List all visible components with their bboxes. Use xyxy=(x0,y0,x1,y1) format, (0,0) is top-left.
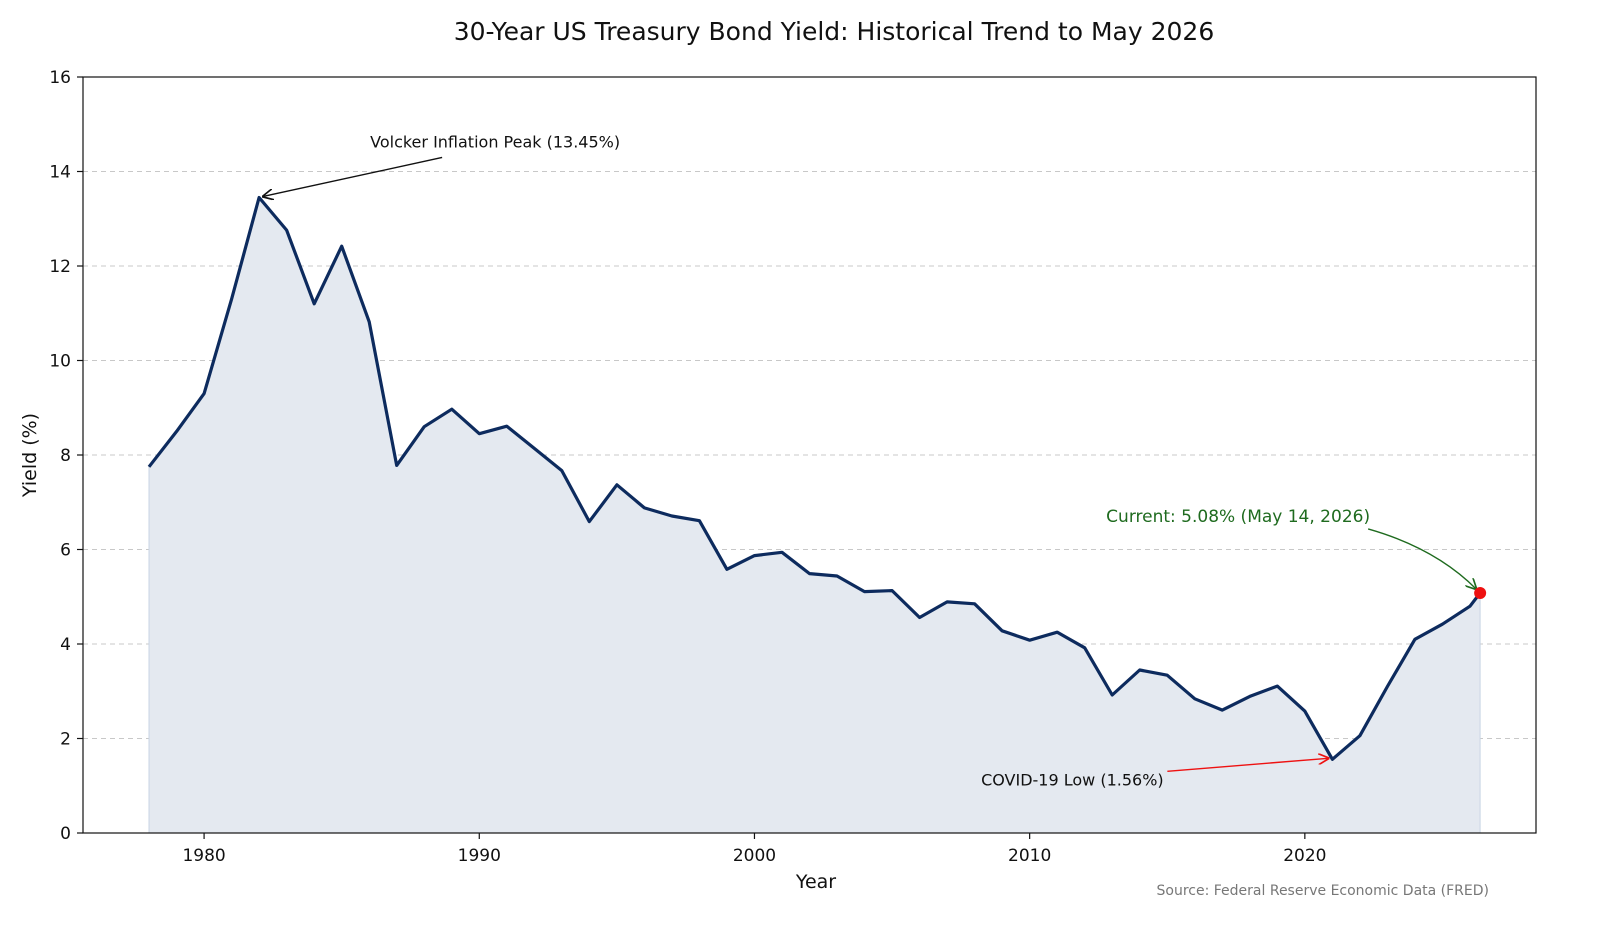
yield-line xyxy=(147,195,1482,761)
y-tick-label: 12 xyxy=(49,257,71,277)
covid-annotation: COVID-19 Low (1.56%) xyxy=(981,770,1164,789)
y-tick-label: 10 xyxy=(49,352,71,372)
y-tick-label: 2 xyxy=(60,730,71,750)
covid-annotation-arrow xyxy=(1167,758,1328,772)
y-tick-label: 4 xyxy=(60,635,71,655)
y-tick-label: 16 xyxy=(49,68,71,88)
x-axis-ticks: 1980 1990 2000 2010 2020 xyxy=(182,833,1326,866)
x-tick-label: 2010 xyxy=(1008,846,1051,866)
x-tick-label: 2000 xyxy=(733,846,776,866)
x-tick-label: 1990 xyxy=(458,846,501,866)
source-note: Source: Federal Reserve Economic Data (F… xyxy=(1157,883,1489,899)
current-point-marker xyxy=(1474,586,1487,599)
y-axis-ticks: 0 2 4 6 8 10 12 14 16 xyxy=(49,68,83,844)
y-axis-label: Yield (%) xyxy=(19,413,41,498)
peak-annotation: Volcker Inflation Peak (13.45%) xyxy=(370,132,620,151)
y-tick-label: 8 xyxy=(60,446,71,466)
peak-annotation-arrow xyxy=(263,156,443,196)
y-tick-label: 14 xyxy=(49,163,71,183)
x-tick-label: 2020 xyxy=(1283,846,1326,866)
y-tick-label: 6 xyxy=(60,541,71,561)
chart-title: 30-Year US Treasury Bond Yield: Historic… xyxy=(454,17,1215,46)
x-tick-label: 1980 xyxy=(182,846,225,866)
y-tick-label: 0 xyxy=(60,824,71,844)
current-annotation: Current: 5.08% (May 14, 2026) xyxy=(1106,507,1370,527)
current-annotation-arrow xyxy=(1367,528,1476,589)
x-axis-label: Year xyxy=(795,871,836,893)
